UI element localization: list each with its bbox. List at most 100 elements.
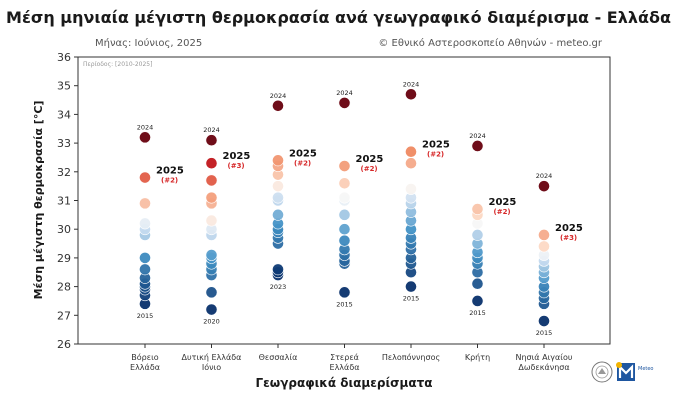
x-tick-label: Ιόνιο [202,362,221,372]
x-tick-label: Κρήτη [465,353,490,362]
data-point [538,229,550,241]
rank-2025: (#2) [161,177,178,185]
y-tick-label: 30 [57,223,71,236]
data-point [205,214,218,227]
x-tick-label: Θεσσαλία [259,353,298,362]
data-point [205,174,218,187]
y-tick-label: 32 [57,166,71,179]
data-point [405,280,417,293]
rank-2025: (#3) [560,234,577,242]
data-point [272,154,284,167]
x-tick-label: Στερεά [330,353,359,362]
label-2025: 2025 [555,223,583,234]
data-point [205,303,218,316]
y-tick-label: 35 [57,80,71,93]
data-point [338,208,351,221]
x-tick-label: Βόρειο [131,352,158,362]
data-point [272,263,284,276]
data-point [139,197,151,210]
annotations: 202420152025(#2)202420202025(#3)20242023… [137,80,583,337]
y-tick-label: 36 [57,51,71,64]
max-year-label: 2024 [137,123,154,131]
y-tick-label: 34 [57,108,71,121]
rank-2025: (#3) [228,162,245,170]
meteo-logo-icon: Meteo [616,362,654,381]
data-point [205,134,218,147]
max-year-label: 2024 [469,132,486,140]
max-year-label: 2024 [536,172,553,180]
label-2025: 2025 [422,140,450,151]
y-tick-label: 31 [57,195,71,208]
data-point [205,249,218,261]
data-point [205,157,218,170]
x-tick-label: Νησιά Αιγαίου [515,353,572,362]
label-2025: 2025 [223,151,251,162]
data-point [338,191,351,204]
data-point [272,191,284,204]
y-tick-label: 26 [57,338,71,351]
min-year-label: 2023 [270,283,287,291]
source-credit: © Εθνικό Αστεροσκοπείο Αθηνών - meteo.gr [378,38,602,49]
data-point [205,191,218,204]
data-point [338,97,351,109]
rank-2025: (#2) [294,159,311,167]
min-year-label: 2015 [336,300,353,308]
data-point [338,234,351,247]
y-tick-label: 28 [57,281,71,294]
month-subtitle: Μήνας: Ιούνιος, 2025 [95,38,203,49]
data-point [338,177,351,190]
label-2025: 2025 [289,148,317,159]
rank-2025: (#2) [361,165,378,173]
data-point [405,183,417,195]
data-point [139,217,151,230]
data-point [272,180,284,193]
data-point [538,180,550,193]
data-point [471,229,484,241]
data-point [405,88,417,101]
x-tick-label: Πελοπόννησος [382,352,440,362]
y-tick-label: 29 [57,252,71,265]
min-year-label: 2015 [469,309,486,317]
data-point [338,286,351,299]
rank-2025: (#2) [494,208,511,216]
data-point [471,277,484,290]
data-point [205,286,218,299]
data-point [405,157,417,170]
meteo-logo-text: Meteo [638,366,654,372]
max-year-label: 2024 [270,92,287,100]
label-2025: 2025 [156,166,184,177]
label-2025: 2025 [489,197,517,208]
y-axis-label: Μέση μέγιστη θερμοκρασία [°C] [32,101,45,300]
chart-title: Μέση μηνιαία μέγιστη θερμοκρασία ανά γεω… [6,8,671,27]
data-point [471,295,484,307]
x-axis-label: Γεωγραφικά διαμερίσματα [255,376,432,390]
x-tick-label: Ελλάδα [130,363,160,372]
max-year-label: 2024 [403,80,420,88]
min-year-label: 2015 [536,329,553,337]
min-year-label: 2015 [137,312,154,320]
label-2025: 2025 [356,154,384,165]
data-point [471,203,484,216]
y-tick-label: 27 [57,309,71,322]
x-tick-label: Δυτική Ελλάδα [182,353,242,362]
seal-icon [591,361,613,383]
min-year-label: 2015 [403,295,420,303]
data-point [471,140,484,152]
data-point [338,160,351,172]
data-point [139,171,151,184]
x-tick-label: Δωδεκάνησα [518,363,569,372]
data-point [538,240,550,253]
y-axis-ticks: 26 27 28 29 30 31 32 33 34 35 36 [57,51,78,351]
data-point [139,251,151,264]
data-point [139,263,151,276]
y-tick-label: 33 [57,137,71,150]
period-label: Περίοδος: [2010-2025] [83,61,152,68]
data-point [272,99,284,112]
data-point [272,208,284,221]
data-point [405,145,417,158]
min-year-label: 2020 [203,318,220,326]
data-point [538,315,550,327]
